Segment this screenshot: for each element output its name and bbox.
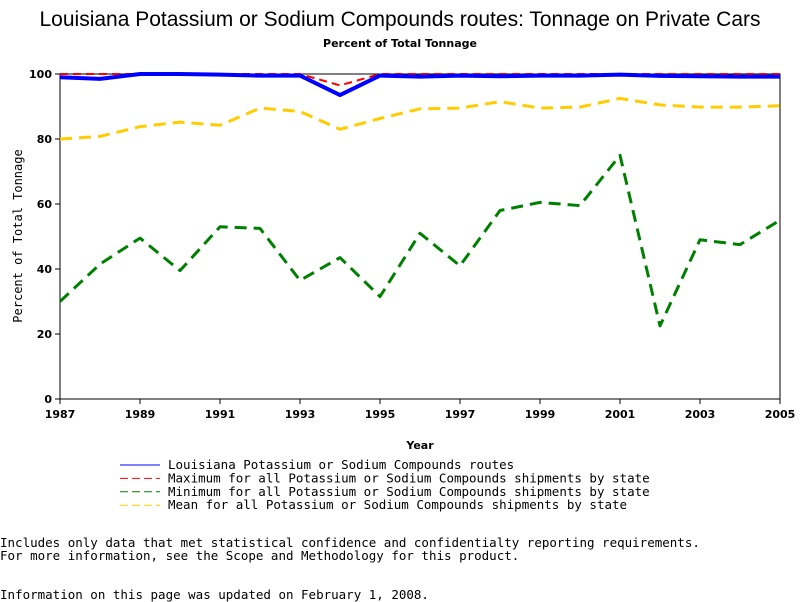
legend-label-1: Maximum for all Potassium or Sodium Comp…: [168, 470, 650, 485]
x-tick-label: 1997: [445, 408, 476, 421]
x-tick-label: 1995: [365, 408, 396, 421]
x-tick-label: 1991: [205, 408, 236, 421]
x-axis-label: Year: [405, 439, 434, 452]
y-tick-label: 60: [37, 198, 53, 211]
y-tick-label: 80: [37, 133, 53, 146]
legend-label-2: Minimum for all Potassium or Sodium Comp…: [168, 484, 650, 499]
series-line-3: [59, 96, 781, 141]
x-tick-label: 1993: [285, 408, 316, 421]
updated-note: Information on this page was updated on …: [0, 587, 429, 602]
y-tick-label: 100: [29, 68, 52, 81]
confidence-note: Includes only data that met statistical …: [0, 535, 700, 550]
y-tick-label: 20: [37, 328, 53, 341]
y-axis-label: Percent of Total Tonnage: [11, 149, 25, 322]
x-tick-label: 1999: [525, 408, 556, 421]
x-tick-label: 1989: [125, 408, 156, 421]
legend-label-0: Louisiana Potassium or Sodium Compounds …: [168, 457, 514, 472]
chart-subtitle: Percent of Total Tonnage: [323, 37, 477, 50]
series-line-2: [58, 153, 781, 328]
x-tick-label: 2003: [685, 408, 716, 421]
x-tick-label: 2005: [765, 408, 796, 421]
series-line-0: [59, 72, 780, 98]
y-tick-label: 0: [44, 393, 52, 406]
methodology-note: For more information, see the Scope and …: [0, 548, 520, 563]
plot-area: 0 20 40 60 80 100 1987 1989 1991 1993 1995 1997 1999…: [29, 68, 795, 421]
x-tick-label: 1987: [45, 408, 76, 421]
y-tick-label: 40: [37, 263, 53, 276]
x-tick-label: 2001: [605, 408, 636, 421]
legend-label-3: Mean for all Potassium or Sodium Compoun…: [168, 497, 627, 512]
legend: Louisiana Potassium or Sodium Compounds …: [120, 457, 650, 512]
chart-title: Louisiana Potassium or Sodium Compounds …: [39, 8, 760, 31]
plot-frame: [59, 73, 781, 400]
